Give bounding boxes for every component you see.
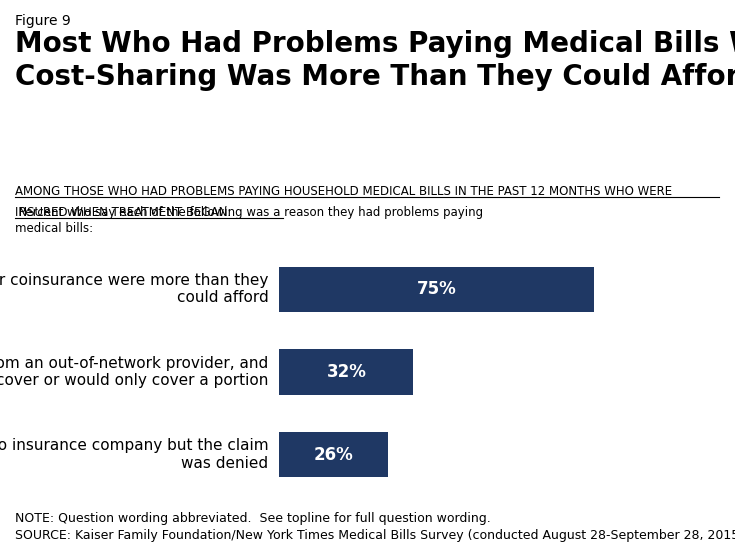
Text: Copays, deductibles, or coinsurance were more than they
could afford: Copays, deductibles, or coinsurance were… [0,273,268,305]
Text: Most Who Had Problems Paying Medical Bills While Insured Say
Cost-Sharing Was Mo: Most Who Had Problems Paying Medical Bil… [15,30,735,91]
Bar [279,432,388,477]
Text: THE HENRY J.: THE HENRY J. [629,480,675,486]
Text: 75%: 75% [417,280,456,298]
Bar [279,349,413,395]
Text: Percent who say each of the following was a reason they had problems paying
medi: Percent who say each of the following wa… [15,206,483,235]
Text: FOUNDATION: FOUNDATION [629,534,675,541]
Text: FAMILY: FAMILY [623,516,681,531]
Text: Submitted a claim to insurance company but the claim
was denied: Submitted a claim to insurance company b… [0,439,268,471]
Text: NOTE: Question wording abbreviated.  See topline for full question wording.
SOUR: NOTE: Question wording abbreviated. See … [15,512,735,542]
Text: 32%: 32% [326,363,366,381]
Text: Received care from an out-of-network provider, and
insurance would not cover or : Received care from an out-of-network pro… [0,356,268,388]
Text: KAISER: KAISER [623,497,682,512]
Text: AMONG THOSE WHO HAD PROBLEMS PAYING HOUSEHOLD MEDICAL BILLS IN THE PAST 12 MONTH: AMONG THOSE WHO HAD PROBLEMS PAYING HOUS… [15,185,672,198]
Bar [279,267,594,312]
Text: Figure 9: Figure 9 [15,14,71,28]
Text: 26%: 26% [314,446,354,463]
Text: INSURED WHEN TREATMENT BEGAN:: INSURED WHEN TREATMENT BEGAN: [15,206,231,219]
